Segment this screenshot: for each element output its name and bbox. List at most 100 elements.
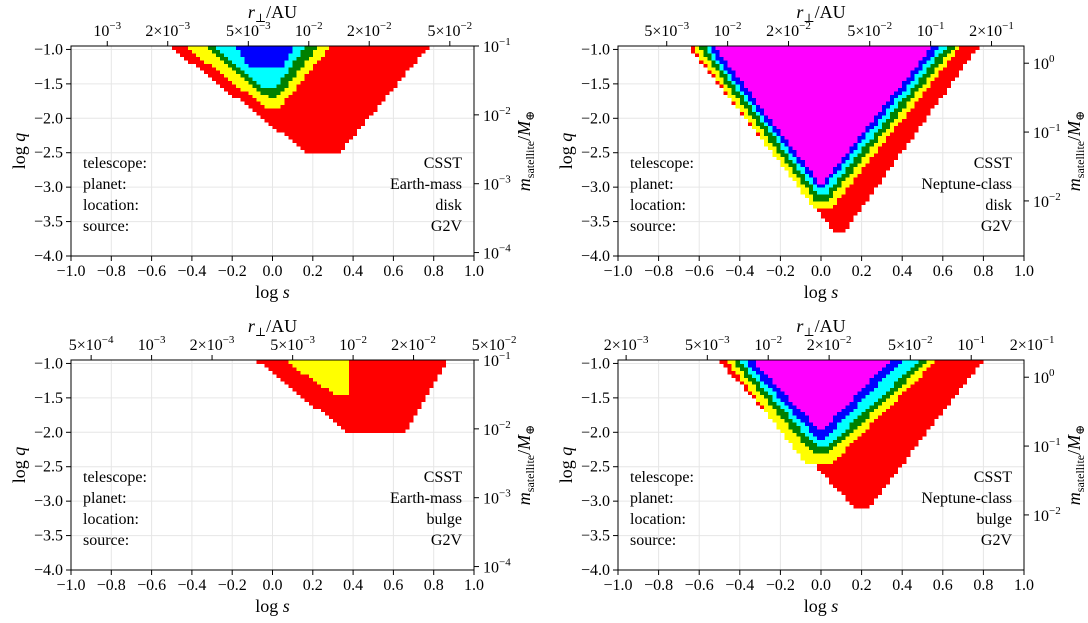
heat-cell	[756, 360, 891, 365]
heat-cell	[296, 142, 346, 147]
heat-cell	[760, 104, 882, 109]
heat-cell	[768, 114, 874, 119]
heat-cell	[288, 135, 354, 140]
top-tick-label: 5×10−2	[472, 334, 517, 354]
heat-cell	[772, 380, 870, 385]
heat-cell	[816, 435, 826, 440]
legend-key: planet:	[83, 490, 127, 507]
heat-cell	[788, 394, 854, 399]
legend-key: source:	[630, 532, 676, 549]
legend-key: telescope:	[83, 155, 147, 172]
heat-cell	[244, 101, 382, 106]
heat-cell	[328, 415, 414, 420]
heat-cell	[324, 411, 418, 416]
x-tick-label: −1.0	[603, 263, 632, 280]
y-tick-label: −1.5	[581, 76, 610, 93]
heat-cell	[308, 373, 350, 378]
top-tick-label: 10−2	[339, 334, 367, 354]
heat-cell	[715, 46, 931, 51]
x-tick-label: 0.8	[973, 577, 993, 594]
heat-cell	[328, 387, 350, 392]
legend-key: telescope:	[83, 469, 147, 486]
heat-cell	[812, 439, 834, 444]
x-tick-label: −0.2	[218, 577, 247, 594]
heat-cell	[808, 415, 834, 420]
heat-cell	[244, 59, 285, 64]
heat-cell	[228, 90, 390, 95]
heat-cell	[792, 145, 850, 150]
heat-cell	[808, 446, 834, 451]
top-tick-label: 2×10−2	[807, 334, 852, 354]
right-tick-label: 10−3	[483, 174, 511, 194]
heat-cell	[756, 363, 886, 368]
x-tick-label: −0.4	[725, 263, 754, 280]
region-red	[256, 360, 446, 433]
y-tick-label: −2.0	[34, 110, 63, 127]
heat-cell	[780, 387, 862, 392]
heat-cell	[845, 494, 878, 499]
heat-cell	[764, 107, 882, 113]
heat-cell	[264, 363, 446, 368]
heat-cell	[800, 156, 842, 161]
x-tick-label: 0.8	[424, 577, 444, 594]
x-tick-label: 1.0	[464, 263, 484, 280]
heat-cell	[248, 63, 285, 68]
heat-cell	[341, 425, 410, 430]
heat-cell	[812, 204, 862, 209]
heat-cell	[727, 63, 919, 68]
x-tick-label: 0.4	[343, 577, 363, 594]
legend-key: planet:	[83, 176, 127, 193]
heat-cell	[792, 401, 850, 406]
legend-value: CSST	[424, 469, 462, 486]
heat-cell	[735, 73, 911, 78]
legend-value: CSST	[974, 469, 1012, 486]
y-axis-label: log q	[9, 133, 29, 170]
heat-cell	[784, 135, 858, 140]
heat-cell	[804, 459, 834, 464]
heat-cell	[788, 142, 854, 147]
heat-cell	[816, 190, 830, 195]
heat-cell	[833, 483, 886, 488]
top-tick-label: 10−1	[917, 20, 945, 40]
x-tick-label: 0.2	[303, 577, 323, 594]
heat-cell	[796, 152, 846, 157]
heat-cell	[812, 169, 834, 174]
x-tick-label: −0.4	[725, 577, 754, 594]
top-tick-label: 5×10−4	[69, 334, 114, 354]
region-magenta	[756, 360, 891, 430]
x-axis-label: log s	[804, 596, 839, 616]
right-tick-label: 10−2	[1033, 191, 1061, 211]
top-tick-label: 5×10−2	[427, 20, 472, 40]
y-tick-label: −3.5	[581, 214, 610, 231]
heat-cell	[788, 397, 854, 402]
heat-cell	[320, 384, 350, 389]
legend-key: telescope:	[630, 155, 694, 172]
y-tick-label: −3.0	[581, 179, 610, 196]
heat-cell	[800, 408, 842, 413]
heat-cell	[808, 166, 834, 171]
right-tick-label: 10−1	[1033, 436, 1061, 456]
heat-cell	[821, 470, 899, 475]
heat-cell	[300, 394, 426, 399]
x-tick-label: 0.4	[343, 263, 363, 280]
top-tick-label: 2×10−1	[1010, 334, 1055, 354]
y-axis-label: log q	[556, 447, 576, 484]
x-axis-label: log s	[255, 596, 290, 616]
legend-key: telescope:	[630, 469, 694, 486]
heat-cell	[300, 145, 346, 150]
heat-cell	[276, 373, 438, 378]
x-tick-label: −1.0	[603, 577, 632, 594]
heat-cell	[849, 501, 874, 506]
x-tick-label: 0.0	[811, 263, 831, 280]
panel-bottom-left: −1.0 −0.8 −0.6 −0.4 −0.2 0.0 0.2 0.4 0.6 0.8 1.0 −1…	[9, 316, 537, 616]
x-tick-label: −0.6	[137, 263, 166, 280]
heat-cell	[808, 197, 870, 202]
heat-cell	[743, 83, 903, 88]
legend-key: planet:	[630, 176, 674, 193]
y-tick-label: −1.0	[34, 41, 63, 58]
top-axis-label: r⊥/AU	[248, 2, 297, 25]
y-tick-label: −2.5	[581, 459, 610, 476]
heat-cell	[812, 187, 830, 192]
heat-cell	[272, 370, 442, 375]
